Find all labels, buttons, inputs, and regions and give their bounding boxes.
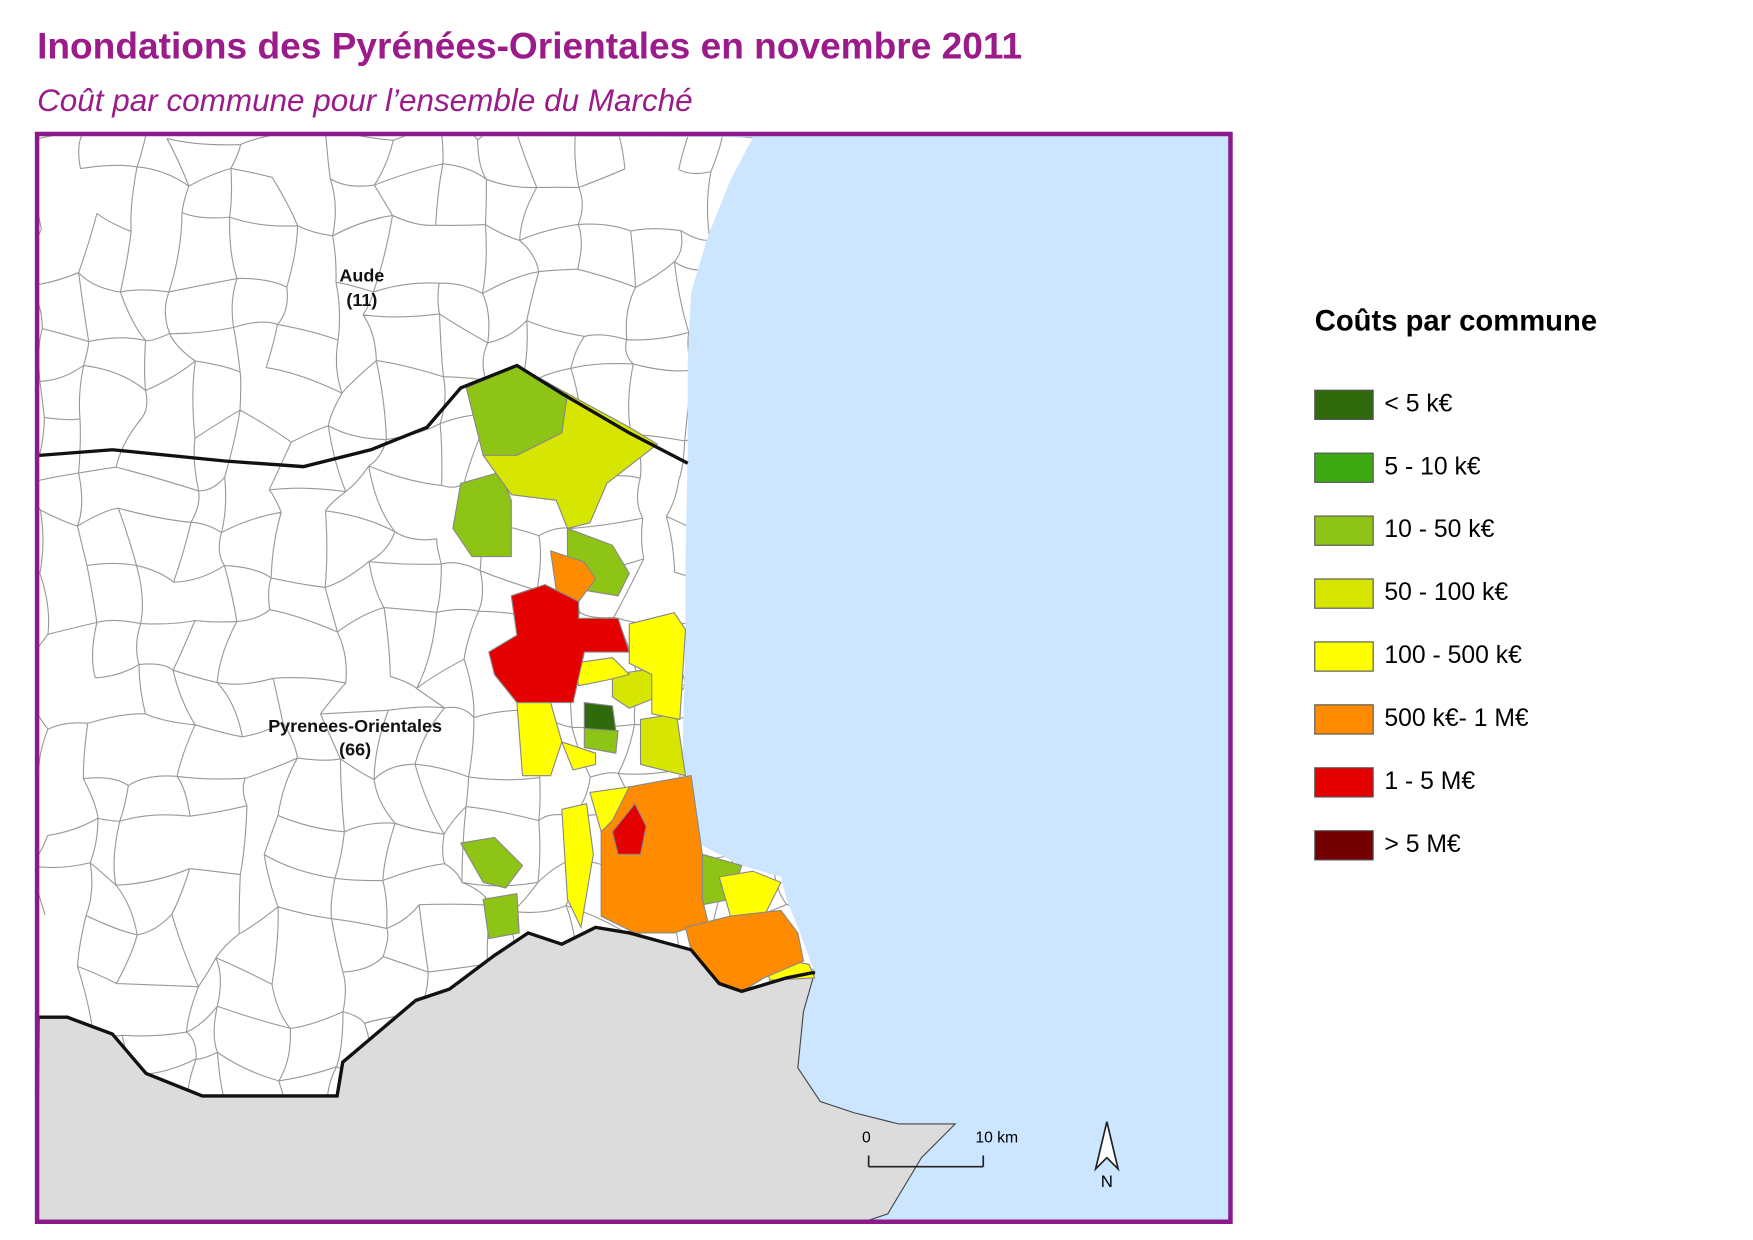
legend-swatch: [1314, 515, 1374, 546]
country-border: [39, 925, 816, 1098]
north-arrow: [1094, 1121, 1120, 1172]
legend-label: 10 - 50 k€: [1384, 516, 1494, 543]
map-frame: [34, 131, 1233, 1224]
title: Inondations des Pyrénées-Orientales en n…: [37, 24, 1022, 66]
legend-label: < 5 k€: [1384, 390, 1452, 417]
commune: [482, 392, 659, 530]
north-label: N: [1101, 1172, 1113, 1191]
legend-swatch: [1314, 389, 1374, 420]
commune: [583, 701, 617, 732]
scale-label: 0: [862, 1130, 871, 1147]
commune: [718, 870, 782, 917]
map-label: Aude: [339, 265, 384, 285]
legend-swatch: [1314, 830, 1374, 861]
cost-communes: [452, 364, 816, 993]
legend-label: 1 - 5 M€: [1384, 768, 1475, 795]
legend-swatch: [1314, 578, 1374, 609]
commune: [611, 802, 647, 855]
legend-label: 5 - 10 k€: [1384, 453, 1480, 480]
commune: [488, 583, 631, 704]
legend-label: 500 k€- 1 M€: [1384, 705, 1529, 732]
commune: [459, 836, 524, 889]
commune: [561, 803, 594, 930]
legend-label: > 5 M€: [1384, 831, 1461, 858]
legend-label: 100 - 500 k€: [1384, 642, 1522, 669]
legend-title: Coûts par commune: [1315, 305, 1597, 337]
map-label: Pyrenees-Orientales: [268, 716, 442, 736]
legend: < 5 k€ 5 - 10 k€ 10 - 50 k€ 50 - 100 k€ 100 …: [1314, 389, 1529, 861]
commune: [482, 892, 520, 940]
legend-swatch: [1314, 641, 1374, 672]
legend-swatch: [1314, 704, 1374, 735]
scale-bar: [867, 1155, 985, 1168]
commune: [628, 612, 687, 721]
map-label: (11): [346, 290, 377, 310]
commune: [549, 550, 597, 603]
legend-swatch: [1314, 767, 1374, 798]
department-border: [39, 363, 689, 469]
map-label: (66): [339, 740, 371, 760]
legend-swatch: [1314, 452, 1374, 483]
map: Aude (11) Pyrenees-Orientales (66) 0 10 …: [37, 133, 1231, 1222]
legend-label: 50 - 100 k€: [1384, 579, 1508, 606]
commune: [560, 741, 597, 771]
subtitle: Coût par commune pour l’ensemble du Marc…: [37, 83, 693, 118]
scale-label: 10 km: [975, 1130, 1018, 1147]
